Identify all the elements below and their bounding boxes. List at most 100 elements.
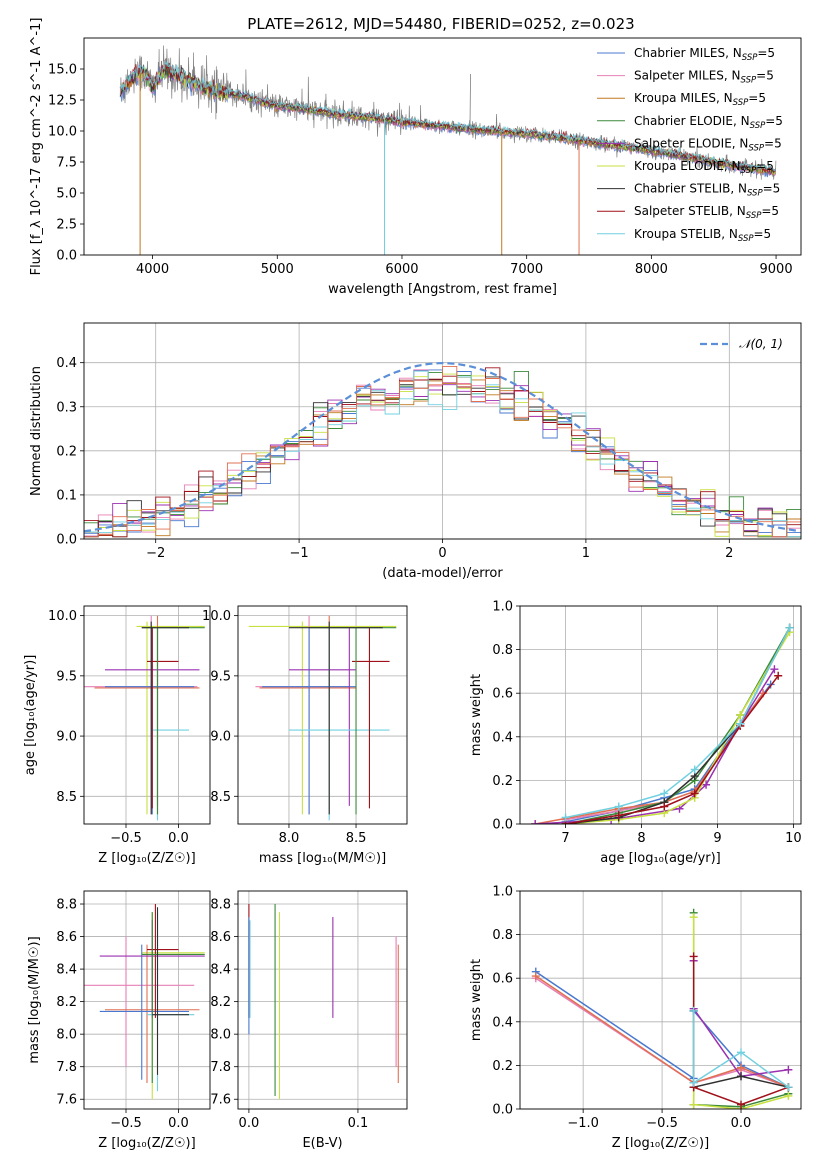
series-point-marker — [614, 811, 623, 820]
x-tick-label: −1 — [290, 546, 309, 561]
series-point-marker — [737, 1100, 746, 1109]
x-tick-label: −0.5 — [110, 1116, 142, 1131]
x-tick-label: 6000 — [385, 262, 418, 277]
x-tick-label: 8 — [637, 831, 645, 846]
x-tick-label: 0 — [438, 546, 446, 561]
series-line — [565, 675, 779, 824]
y-axis-label: Normed distribution — [29, 366, 44, 496]
legend-label-suffix: =5 — [763, 182, 781, 196]
y-tick-label: 0.2 — [492, 1059, 513, 1074]
x-tick-label: 5000 — [261, 262, 294, 277]
y-tick-label: 10.0 — [48, 125, 77, 140]
series-point-marker — [614, 802, 623, 811]
x-tick-label: −2 — [146, 546, 165, 561]
residuals-panel: −2 −1 0 1 2 0.0 0.1 0.2 0.3 0.4 (data-model)/error… — [29, 322, 802, 581]
x-tick-label: −1.0 — [567, 1116, 599, 1131]
legend-label-name: Chabrier MILES, N — [634, 46, 742, 60]
series-point-marker — [736, 711, 745, 719]
y-tick-label: 9.5 — [56, 669, 77, 684]
series-point-marker — [766, 680, 775, 689]
emission-spike — [469, 73, 471, 133]
y-tick-label: 7.8 — [210, 1060, 231, 1075]
x-axis-label: Z [log₁₀(Z/Z☉)] — [98, 851, 195, 866]
mass-weight-vs-age-panel: 7 8 9 10 0.0 0.2 0.4 0.6 0.8 1.0 age [log₁₀(age/yr… — [469, 600, 802, 867]
legend-label-sub: SSP — [733, 98, 749, 108]
y-tick-label: 2.5 — [56, 218, 77, 233]
x-axis-label: mass [log₁₀(M/M☉)] — [259, 851, 386, 866]
normal-curve — [84, 361, 799, 533]
legend-label-sub: SSP — [747, 189, 763, 199]
series-point-marker — [531, 820, 540, 824]
y-axis-label: mass [log₁₀(M/M☉)] — [27, 936, 42, 1063]
series-point-marker — [561, 813, 570, 822]
y-axis-label: Flux [f_λ 10^-17 erg cm^-2 s^-1 A^-1] — [29, 18, 44, 276]
legend-label-sub: SSP — [741, 166, 757, 176]
y-tick-label: 0.2 — [56, 444, 77, 459]
series-point-marker — [736, 719, 745, 728]
series-line — [565, 627, 791, 819]
x-tick-label: 9000 — [760, 262, 793, 277]
legend-label-suffix: =5 — [748, 91, 766, 105]
plot-frame — [237, 605, 408, 825]
y-tick-label: 0.8 — [492, 643, 513, 658]
series-lines — [531, 908, 793, 1109]
series-point-marker — [689, 1006, 698, 1015]
series-line — [535, 975, 789, 1088]
histogram-step-line — [84, 365, 801, 539]
x-axis-label: Z [log₁₀(Z/Z☉)] — [98, 1136, 195, 1151]
y-tick-label: 8.2 — [210, 995, 231, 1010]
plot-frame — [237, 890, 408, 1110]
y-tick-label: 0.2 — [492, 774, 513, 789]
y-axis-label: mass weight — [469, 959, 484, 1041]
x-tick-label: 10 — [785, 831, 802, 846]
y-tick-label: 1.0 — [492, 885, 513, 900]
series-point-marker — [689, 913, 698, 922]
plot-frame — [519, 605, 802, 825]
legend-label-sub: SSP — [741, 76, 757, 86]
series-line — [692, 1010, 789, 1088]
x-tick-label: 2 — [725, 546, 733, 561]
series-point-marker — [690, 789, 699, 798]
y-tick-label: 0.3 — [56, 400, 77, 415]
legend-label: Kroupa STELIB, NSSP=5 — [634, 227, 771, 244]
y-tick-label: 8.8 — [56, 898, 77, 913]
y-tick-label: 8.4 — [56, 963, 77, 978]
legend-label-name: Salpeter ELODIE, N — [634, 136, 748, 150]
y-tick-label: 8.5 — [56, 790, 77, 805]
y-tick-label: 12.5 — [48, 94, 77, 109]
series-point-marker — [737, 1072, 746, 1081]
legend-label-name: Chabrier ELODIE, N — [634, 114, 750, 128]
series-point-marker — [737, 1063, 746, 1072]
legend-label: Kroupa ELODIE, NSSP=5 — [634, 159, 774, 176]
legend-label: Salpeter STELIB, NSSP=5 — [634, 204, 779, 221]
x-axis-label: age [log₁₀(age/yr)] — [600, 851, 721, 866]
series-point-marker — [785, 623, 794, 632]
spectrum-title: PLATE=2612, MJD=54480, FIBERID=0252, z=0… — [247, 15, 634, 33]
y-tick-label: 8.2 — [56, 995, 77, 1010]
x-tick-label: 0.0 — [731, 1116, 752, 1131]
y-tick-label: 7.5 — [56, 156, 77, 171]
y-tick-label: 0.4 — [56, 356, 77, 371]
y-tick-label: 8.8 — [210, 898, 231, 913]
y-tick-label: 5.0 — [56, 187, 77, 202]
age-vs-z-panel: −0.5 0.0 8.5 9.0 9.5 10.0 Z [log₁₀(Z/Z☉)] age [… — [23, 605, 211, 866]
legend-label: Chabrier MILES, NSSP=5 — [634, 46, 775, 63]
series-point-marker — [660, 802, 669, 811]
x-tick-label: 8.5 — [346, 831, 367, 846]
y-tick-label: 15.0 — [48, 63, 77, 78]
legend-label-name: Kroupa ELODIE, N — [634, 159, 741, 173]
series-point-marker — [689, 1078, 698, 1087]
x-axis-label: E(B-V) — [302, 1136, 342, 1151]
x-tick-label: 0.1 — [348, 1116, 369, 1131]
legend-label-name: Kroupa MILES, N — [634, 91, 733, 105]
y-tick-label: 0.6 — [492, 687, 513, 702]
y-tick-label: 0.8 — [492, 928, 513, 943]
spectrum-panel: 4000 5000 6000 7000 8000 9000 0.0 2.5 5.0 7.5 10.0… — [29, 18, 802, 297]
legend-label: 𝒩(0, 1) — [739, 337, 783, 351]
age-vs-mass-panel: 8.0 8.5 8.5 9.0 9.5 10.0 mass [log₁₀(M/M☉)] — [202, 605, 408, 866]
y-tick-label: 1.0 — [492, 600, 513, 615]
y-tick-label: 0.1 — [56, 488, 77, 503]
x-tick-label: 4000 — [136, 262, 169, 277]
x-tick-label: 0.0 — [239, 1116, 260, 1131]
y-tick-label: 9.5 — [210, 669, 231, 684]
